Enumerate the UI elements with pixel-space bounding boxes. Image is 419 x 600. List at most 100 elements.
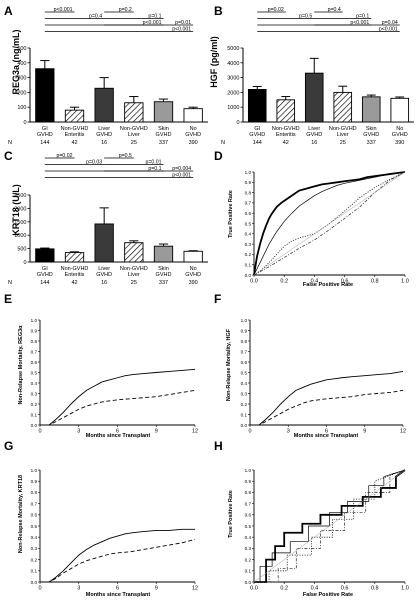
y-tick-label: 0.7	[31, 501, 38, 506]
x-tick-label: 6	[325, 429, 328, 435]
series-line-dotted	[253, 171, 406, 276]
group-n-value: 42	[283, 140, 289, 146]
x-tick-label: 3	[287, 429, 290, 435]
panel-label-h: H	[214, 439, 223, 453]
p-value-label: p=0.5	[299, 13, 312, 19]
group-label-line2: Enteritis	[65, 132, 85, 138]
x-tick-label: 0.8	[371, 279, 379, 285]
y-axis-label: Non-Relapse Mortality, KRT18	[18, 475, 24, 553]
bar	[35, 68, 55, 123]
panel-c-marks: 05001000150020002500GIGVHD144Non-GVHDEnt…	[8, 153, 208, 286]
y-tick-label: 0.6	[241, 360, 248, 365]
series-line-diagonal	[253, 171, 406, 276]
y-tick-label: 1000	[227, 105, 239, 111]
x-tick-label: 0	[38, 586, 41, 592]
group-label-line2: Liver	[128, 272, 140, 278]
y-tick-label: 0.1	[241, 412, 248, 417]
group-label-line1: No	[190, 266, 197, 272]
p-value-label: p<0.001	[379, 26, 398, 32]
x-tick-label: 0	[248, 429, 251, 435]
y-tick-label: 0.1	[31, 569, 38, 574]
group-label-line2: GVHD	[306, 132, 322, 138]
x-tick-label: 0.2	[280, 586, 288, 592]
y-tick-label: 4000	[227, 61, 239, 67]
bar	[361, 96, 381, 123]
p-value-label: p=0.004	[172, 166, 191, 172]
y-tick-label: 0.4	[245, 232, 252, 237]
x-tick-label: 9	[363, 429, 366, 435]
y-axis-label: HGF (pg/ml)	[209, 36, 219, 88]
x-axis-label: False Positive Rate	[303, 282, 353, 288]
group-label-line2: GVHD	[249, 132, 265, 138]
bar	[64, 109, 85, 123]
y-tick-label: 2000	[14, 206, 26, 212]
y-tick-label: 0.4	[31, 381, 38, 386]
y-tick-label: 0.5	[31, 370, 38, 375]
series-line-dotted	[254, 469, 406, 583]
y-axis-label: Non-Relapse Mortality, REG3α	[18, 325, 24, 405]
y-tick-label: 0.6	[31, 360, 38, 365]
y-tick-label: 0.6	[245, 211, 252, 216]
p-value-label: p=0.04	[382, 20, 398, 26]
series-line-thin	[254, 469, 406, 583]
y-tick-label: 0.9	[31, 479, 38, 484]
group-label-line2: GVHD	[185, 272, 201, 278]
y-tick-label: 0.7	[241, 349, 248, 354]
group-label-line2: Liver	[337, 132, 349, 138]
panel-label-g: G	[4, 439, 13, 453]
y-tick-label: 500	[17, 247, 26, 253]
y-tick-label: 0.2	[241, 402, 248, 407]
y-tick-label: 2500	[14, 193, 26, 199]
bar	[333, 91, 353, 123]
p-value-label: p=0.1	[148, 166, 161, 172]
group-label-line1: Non-GVHD	[120, 126, 148, 132]
p-value-label: p=0.01	[175, 20, 191, 26]
p-value-label: p=0.2	[119, 7, 132, 13]
n-label: N	[8, 140, 12, 146]
panel-label-c: C	[4, 149, 13, 163]
x-tick-label: 0.2	[280, 279, 288, 285]
group-label-line1: Non-GVHD	[272, 126, 300, 132]
series-line-solid	[250, 371, 404, 426]
group-label-line1: Non-GVHD	[61, 266, 89, 272]
panel-label-e: E	[4, 292, 12, 306]
x-tick-label: 0.4	[311, 586, 319, 592]
x-tick-label: 0.0	[250, 586, 258, 592]
y-tick-label: 0.4	[241, 381, 248, 386]
panel-g-marks: 0.0 0.1 0.2 0.3 0.4 0.5 0.6 0.7 0.8 0.9 1.0 0 3 6 9 12	[31, 468, 198, 592]
group-label-line1: No	[190, 126, 197, 132]
y-tick-label: 0.2	[31, 402, 38, 407]
group-n-value: 144	[40, 140, 49, 146]
p-value-label: p=0.4	[328, 7, 341, 13]
y-tick-label: 3000	[227, 76, 239, 82]
y-tick-label: 0.0	[31, 423, 38, 428]
p-value-label: p=0.5	[119, 153, 132, 159]
y-tick-label: 400	[17, 61, 26, 67]
panel-a-marks: 0100200300400500GIGVHD144Non-GVHDEnterit…	[8, 7, 208, 146]
y-tick-label: 0.5	[31, 524, 38, 529]
group-label-line2: GVHD	[37, 272, 53, 278]
y-tick-label: 100	[17, 105, 26, 111]
y-tick-label: 0.8	[31, 339, 38, 344]
bar	[183, 250, 203, 263]
y-tick-label: 0.0	[241, 423, 248, 428]
x-tick-label: 0.6	[341, 279, 349, 285]
x-tick-label: 6	[116, 429, 119, 435]
group-label-line2: GVHD	[363, 132, 379, 138]
y-tick-label: 300	[17, 76, 26, 82]
y-tick-label: 0.6	[31, 513, 38, 518]
y-tick-label: 1.0	[241, 318, 248, 323]
y-tick-label: 0.2	[245, 557, 252, 562]
p-value-label: p=0.4	[89, 13, 102, 19]
x-tick-label: 3	[77, 586, 80, 592]
bar	[94, 87, 114, 123]
group-label-line2: GVHD	[156, 132, 172, 138]
x-axis-label: Months since Transplant	[86, 433, 151, 439]
x-axis-label: Months since Transplant	[86, 592, 151, 598]
group-n-value: 25	[131, 280, 137, 286]
group-n-value: 25	[340, 140, 346, 146]
y-tick-label: 1.0	[245, 468, 252, 473]
group-label-line1: Skin	[366, 126, 377, 132]
y-tick-label: 0.9	[245, 180, 252, 185]
